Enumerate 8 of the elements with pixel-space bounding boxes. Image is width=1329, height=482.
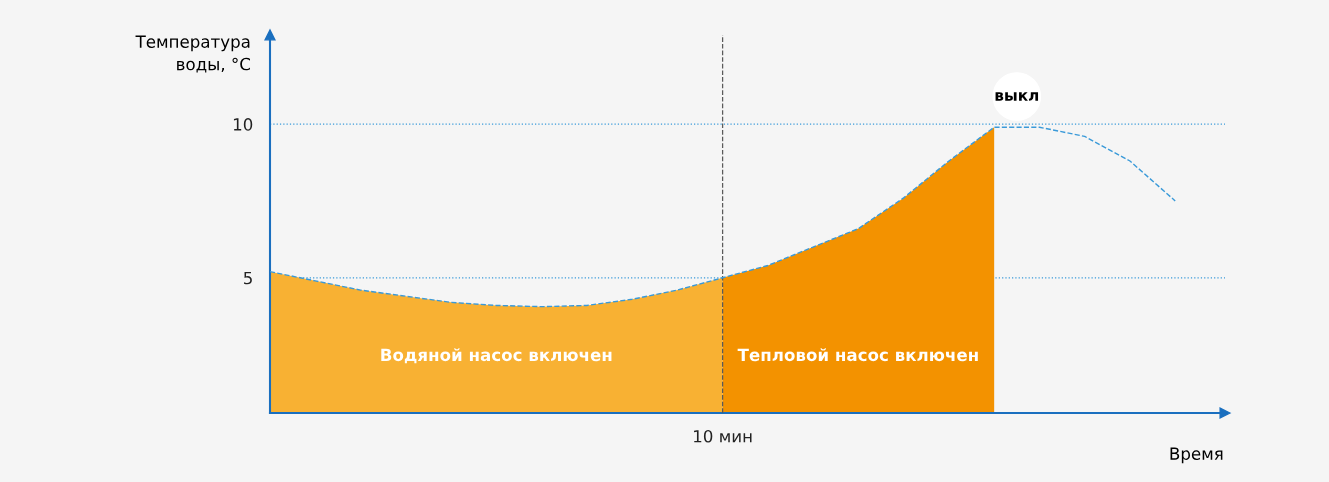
y-axis-title: Температура воды, °C — [135, 35, 250, 73]
annotation: выкл — [995, 92, 1039, 101]
series-label: Тепловой насос включен — [737, 348, 978, 362]
y-tick-label: 5 — [244, 271, 252, 285]
x-axis-title: Время — [1170, 447, 1223, 464]
series-label: Водяной насос включен — [381, 348, 612, 364]
x-tick-label: 10 мин — [694, 429, 752, 443]
y-tick-label: 10 — [233, 118, 253, 131]
